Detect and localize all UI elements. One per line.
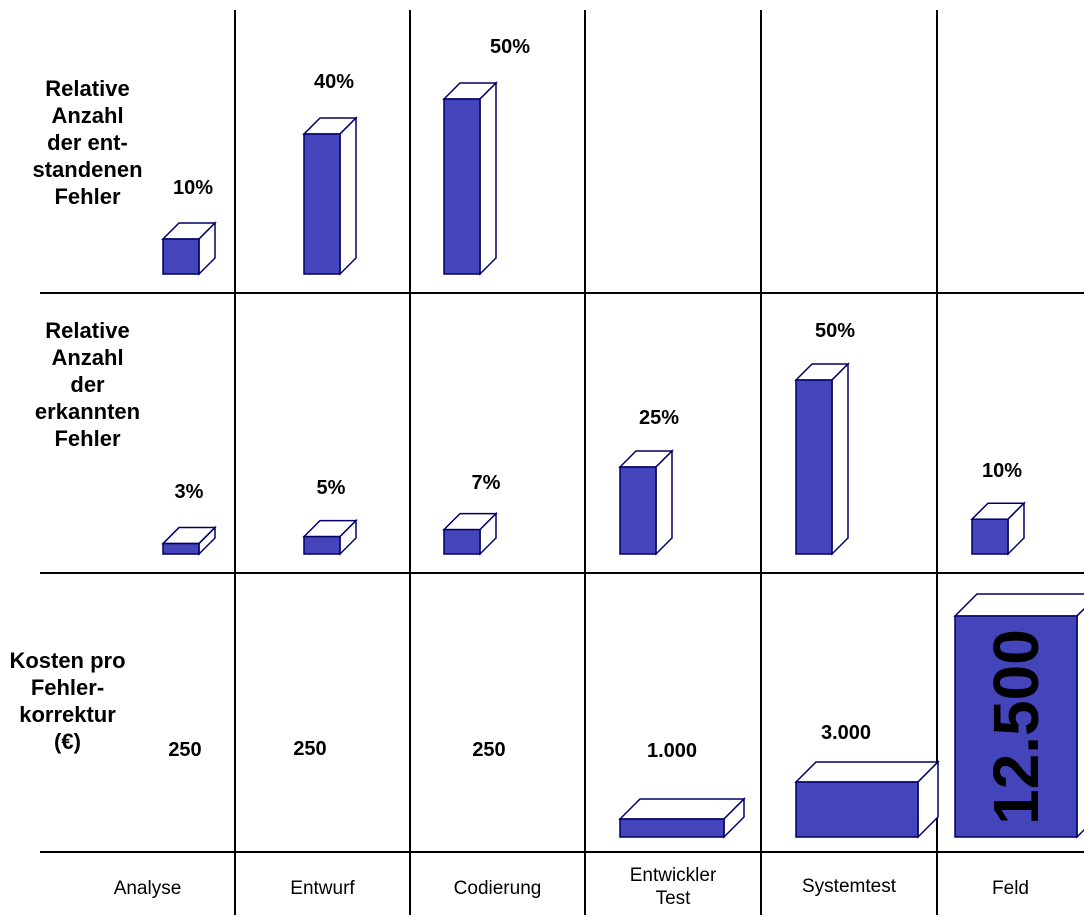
bar-created-2 xyxy=(443,98,481,275)
bar-detected-4-side xyxy=(831,362,849,556)
bar-created-2-side xyxy=(479,81,497,276)
bar-created-1 xyxy=(303,133,341,275)
value-label-cost-1: 250 xyxy=(293,738,326,760)
value-label-detected-5: 10% xyxy=(982,460,1022,482)
bar-detected-3 xyxy=(619,466,657,555)
bar-cost-5 xyxy=(954,615,1078,838)
bar-created-1-side xyxy=(339,116,357,276)
bar-cost-3-top xyxy=(618,798,746,820)
bar-detected-3-side xyxy=(655,449,673,556)
grid-lines xyxy=(40,10,1084,915)
col-label-entwurf: Entwurf xyxy=(290,878,355,899)
bar-detected-4 xyxy=(795,379,833,555)
row-label-created-errors: Relative Anzahl der ent- standenen Fehle… xyxy=(32,76,143,209)
value-label-cost-4: 3.000 xyxy=(821,722,871,744)
bar-created-0 xyxy=(162,238,200,275)
value-label-detected-1: 5% xyxy=(317,477,346,499)
row-label-correction-cost: Kosten pro Fehler- korrektur (€) xyxy=(9,648,126,754)
col-label-systemtest: Systemtest xyxy=(802,876,896,897)
value-label-created-1: 40% xyxy=(314,71,354,93)
col-label-entwickler-test: Entwickler Test xyxy=(629,865,717,909)
value-label-cost-0: 250 xyxy=(168,739,201,761)
value-label-cost-2: 250 xyxy=(472,739,505,761)
bars-layer: 10% 40% 50% 3% 5% 7% 25% 50% 10% 250 250 250 1.000 3.… xyxy=(161,36,1084,839)
value-label-detected-3: 25% xyxy=(639,407,679,429)
value-label-created-0: 10% xyxy=(173,177,213,199)
bar-detected-0 xyxy=(162,542,200,555)
bar-detected-5 xyxy=(971,518,1009,555)
value-label-cost-5: 12.500 xyxy=(980,629,1052,825)
value-label-detected-2: 7% xyxy=(472,472,501,494)
bar-detected-1 xyxy=(303,535,341,555)
bar-cost-4-top xyxy=(794,761,940,783)
value-label-created-2: 50% xyxy=(490,36,530,58)
bar-cost-5-side xyxy=(1076,607,1084,839)
bar-detected-2 xyxy=(443,528,481,555)
value-label-cost-3: 1.000 xyxy=(647,740,697,762)
value-label-detected-0: 3% xyxy=(175,481,204,503)
value-label-detected-4: 50% xyxy=(815,320,855,342)
bar-cost-3 xyxy=(619,818,725,838)
bar-cost-4 xyxy=(795,781,919,838)
col-label-feld: Feld xyxy=(992,878,1029,899)
bar-cost-5-top xyxy=(953,593,1084,617)
col-label-analyse: Analyse xyxy=(113,878,182,899)
row-label-detected-errors: Relative Anzahl der erkannten Fehler xyxy=(34,318,141,451)
col-label-codierung: Codierung xyxy=(453,878,542,899)
